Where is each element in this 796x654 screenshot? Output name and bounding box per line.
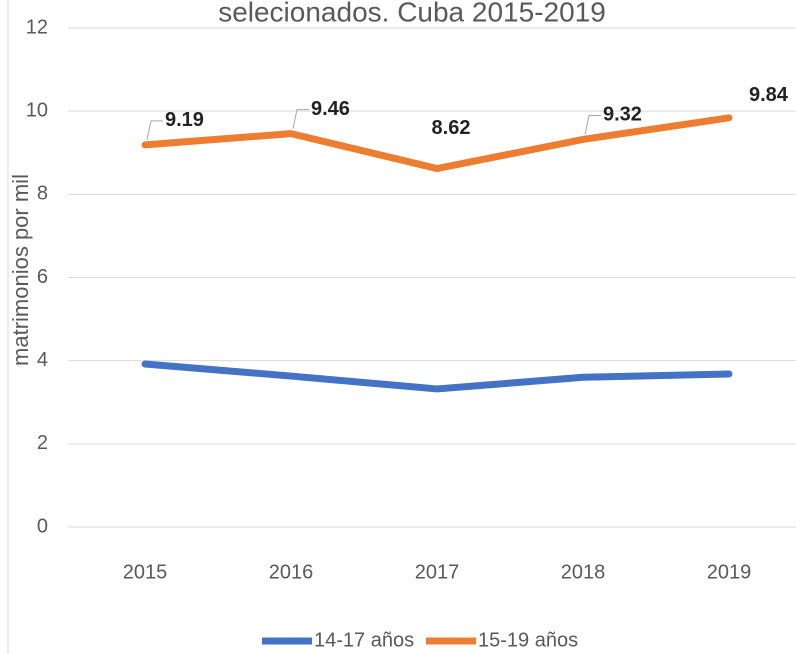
data-label: 9.46 [311,98,350,120]
data-label: 9.84 [749,84,789,106]
y-tick-label: 12 [26,16,48,38]
x-tick-label: 2018 [561,561,606,583]
series-line [141,360,733,393]
series-line [141,114,733,173]
x-tick-label: 2016 [269,561,314,583]
data-label: 9.32 [603,104,642,126]
leader-line [146,120,163,140]
y-tick-label: 0 [37,515,48,537]
y-tick-label: 8 [37,183,48,205]
y-axis-label: matrimonios por mil [8,174,33,366]
x-tick-label: 2017 [415,561,460,583]
y-tick-label: 10 [26,99,48,121]
data-label: 8.62 [432,117,471,139]
legend-label: 14-17 años [314,629,414,651]
y-tick-label: 6 [37,266,48,288]
x-tick-label: 2015 [123,561,168,583]
y-tick-label: 2 [37,432,48,454]
y-tick-label: 4 [37,349,48,371]
data-label: 9.19 [165,109,204,131]
chart-title: selecionados. Cuba 2015-2019 [218,0,606,27]
leader-line [292,109,309,129]
legend-label: 15-19 años [478,629,578,651]
leader-line [584,114,601,135]
x-tick-label: 2019 [707,561,752,583]
